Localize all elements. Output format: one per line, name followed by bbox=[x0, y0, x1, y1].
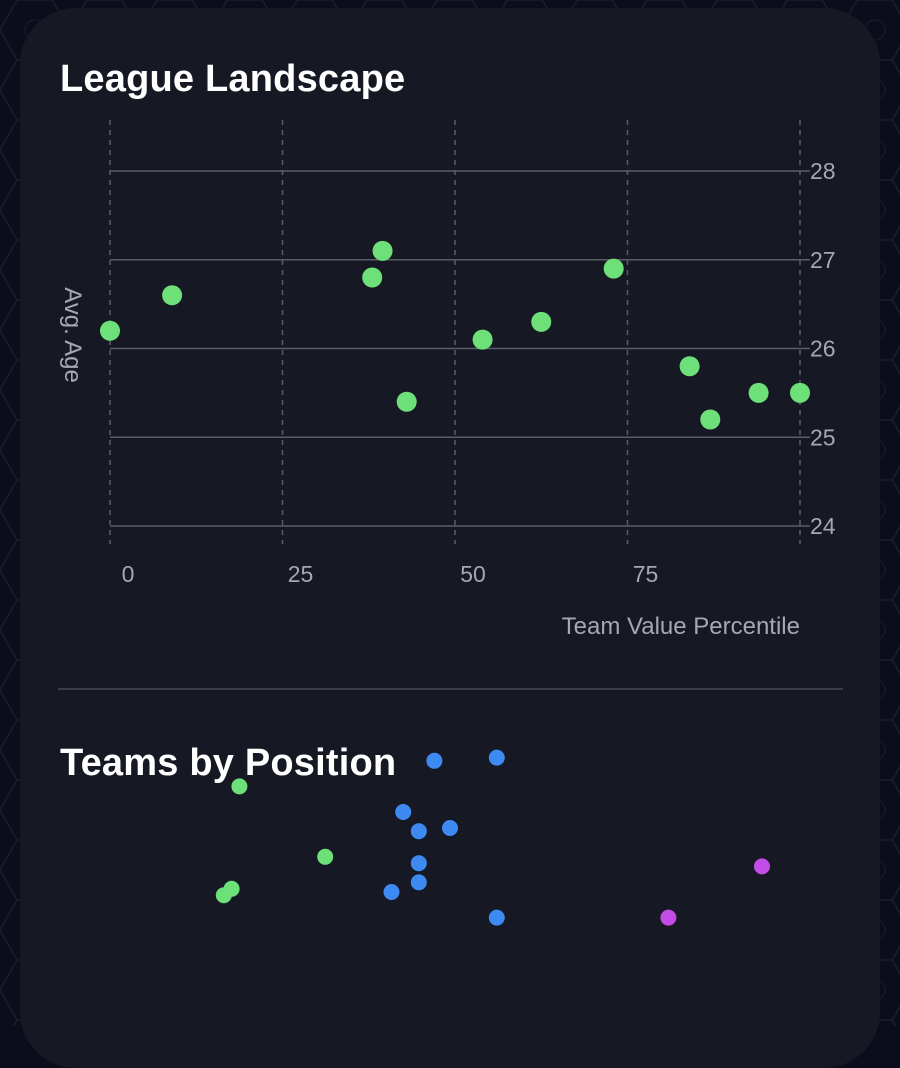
y-tick-label: 25 bbox=[810, 424, 836, 450]
chart-card: League Landscape 24 25 26 27 28 0 25 50 75 Team V… bbox=[20, 8, 880, 1068]
position-point[interactable] bbox=[215, 887, 232, 904]
scatter-point[interactable] bbox=[162, 285, 183, 306]
scatter-point[interactable] bbox=[679, 356, 700, 377]
y-tick-label: 28 bbox=[810, 158, 836, 184]
scatter-point[interactable] bbox=[748, 382, 769, 403]
y-axis-title: Avg. Age bbox=[59, 287, 86, 383]
position-point[interactable] bbox=[442, 820, 458, 836]
x-tick-label: 75 bbox=[633, 561, 659, 587]
x-tick-label: 0 bbox=[122, 561, 135, 587]
section-divider bbox=[58, 688, 843, 690]
position-point[interactable] bbox=[410, 874, 427, 891]
scatter-point[interactable] bbox=[100, 320, 120, 341]
league-landscape-scatter: 24 25 26 27 28 0 25 50 75 Team Value Percentile Av… bbox=[59, 120, 836, 640]
position-point[interactable] bbox=[231, 778, 248, 795]
scatter-point[interactable] bbox=[396, 391, 417, 412]
y-tick-label: 24 bbox=[810, 513, 836, 539]
x-tick-label: 50 bbox=[460, 561, 486, 587]
scatter-point[interactable] bbox=[790, 382, 810, 403]
position-point[interactable] bbox=[488, 749, 505, 766]
x-axis-title: Team Value Percentile bbox=[562, 613, 800, 640]
position-point[interactable] bbox=[317, 848, 334, 865]
scatter-point[interactable] bbox=[472, 329, 493, 350]
position-point[interactable] bbox=[488, 909, 505, 926]
scatter-point[interactable] bbox=[603, 258, 624, 279]
y-tick-label: 26 bbox=[810, 336, 836, 362]
y-tick-label: 27 bbox=[810, 247, 836, 273]
position-point[interactable] bbox=[410, 855, 427, 872]
position-point[interactable] bbox=[660, 909, 677, 926]
scatter-point[interactable] bbox=[372, 240, 393, 261]
teams-by-position-title: Teams by Position bbox=[60, 742, 397, 784]
position-point[interactable] bbox=[410, 823, 427, 840]
scatter-point[interactable] bbox=[700, 409, 721, 430]
x-tick-label: 25 bbox=[288, 561, 314, 587]
scatter-point[interactable] bbox=[531, 311, 552, 332]
position-point[interactable] bbox=[754, 858, 770, 875]
position-point[interactable] bbox=[395, 804, 412, 820]
position-point[interactable] bbox=[383, 884, 400, 900]
teams-by-position-scatter bbox=[215, 749, 770, 926]
league-landscape-title: League Landscape bbox=[60, 58, 406, 100]
scatter-point[interactable] bbox=[362, 267, 383, 288]
position-point[interactable] bbox=[426, 752, 443, 769]
